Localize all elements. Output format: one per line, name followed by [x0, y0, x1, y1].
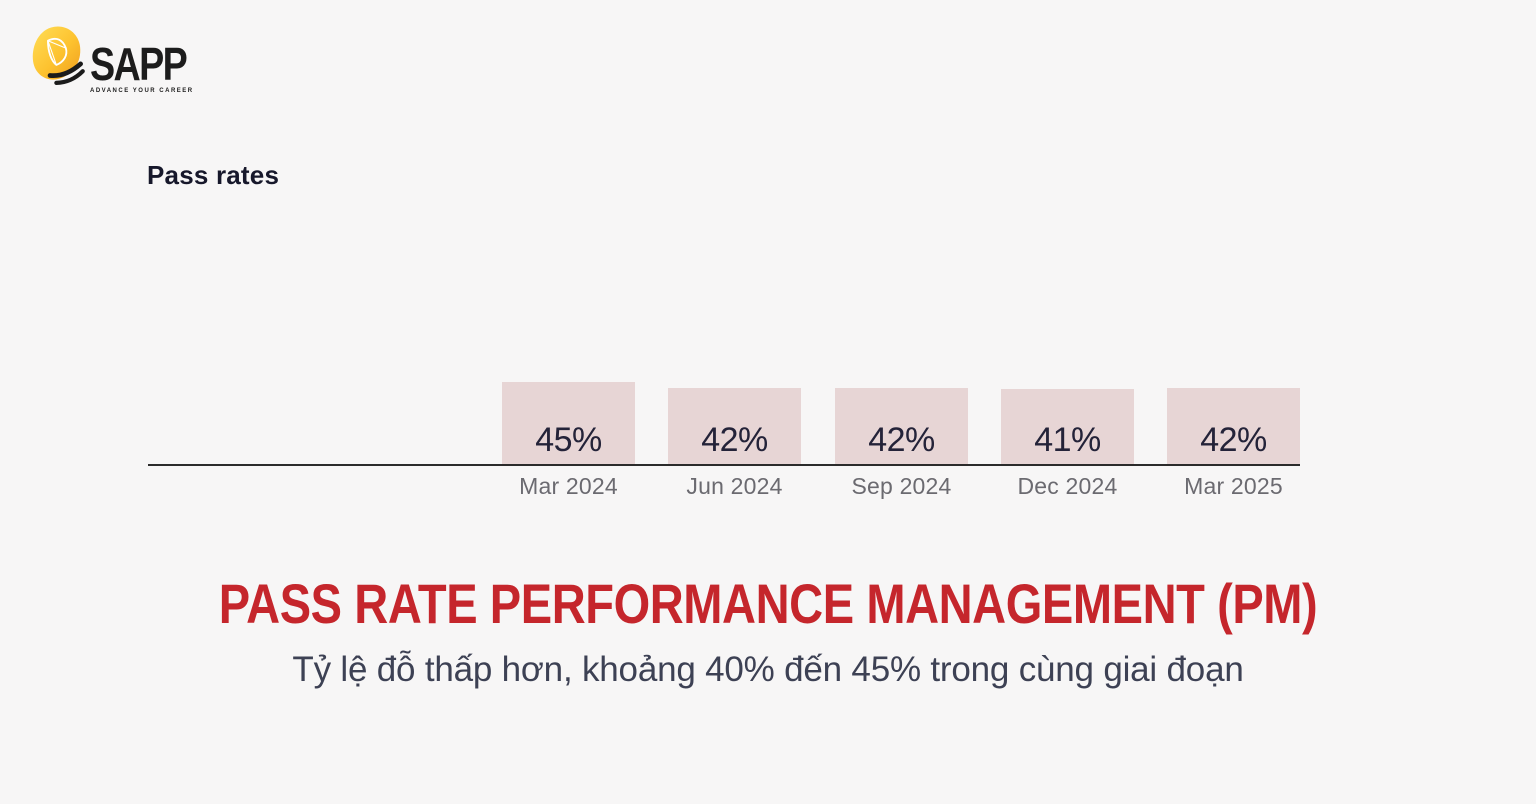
- bar-value-label: 45%: [535, 421, 602, 459]
- subtitle: Tỷ lệ đỗ thấp hơn, khoảng 40% đến 45% tr…: [292, 650, 1244, 689]
- bar: 42%: [1167, 388, 1300, 464]
- main-title: PASS RATE PERFORMANCE MANAGEMENT (PM): [218, 572, 1318, 635]
- brand-name: SAPP: [90, 38, 188, 90]
- bar-value-label: 41%: [1034, 421, 1101, 459]
- sapp-logo-icon: [32, 26, 85, 85]
- bar-category-label: Sep 2024: [851, 473, 952, 499]
- sapp-logo: SAPP ADVANCE YOUR CAREER: [30, 20, 207, 94]
- bar-value-label: 42%: [1200, 421, 1267, 459]
- brand-tagline: ADVANCE YOUR CAREER: [90, 87, 194, 94]
- bar-value-label: 42%: [868, 421, 935, 459]
- bar-category-label: Mar 2025: [1184, 473, 1283, 499]
- bar: 42%: [668, 388, 801, 464]
- bar-category-label: Mar 2024: [519, 473, 618, 499]
- bar: 42%: [835, 388, 968, 464]
- bar-category-label: Dec 2024: [1017, 473, 1118, 499]
- chart-title: Pass rates: [147, 160, 280, 190]
- bar-value-label: 42%: [701, 421, 768, 459]
- logo-text-block: SAPP ADVANCE YOUR CAREER: [90, 20, 207, 94]
- x-axis-line: [148, 464, 1300, 466]
- bar: 45%: [502, 382, 635, 464]
- bar: 41%: [1001, 389, 1134, 464]
- bar-category-label: Jun 2024: [686, 473, 783, 499]
